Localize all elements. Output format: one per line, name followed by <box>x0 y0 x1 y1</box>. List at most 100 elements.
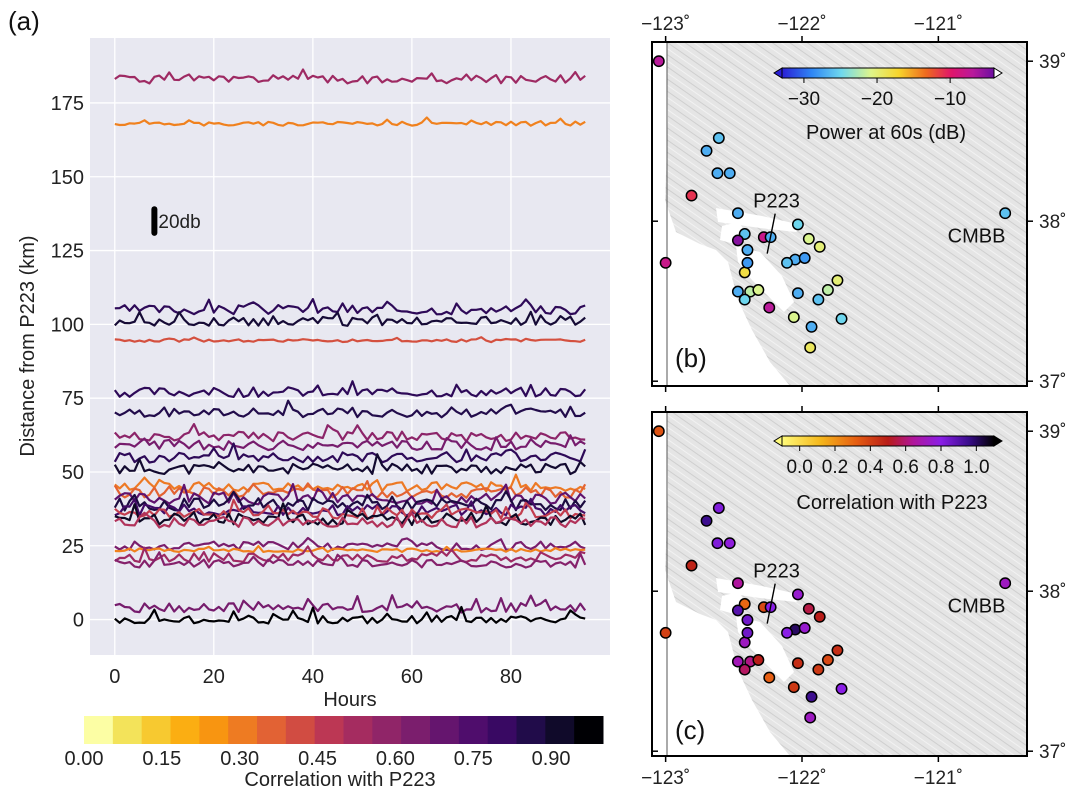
station-marker[interactable] <box>804 341 817 354</box>
series-line <box>114 536 586 551</box>
station-marker[interactable] <box>685 189 698 202</box>
colorbar-b-max-arrow <box>993 67 1003 79</box>
station-marker[interactable] <box>802 232 815 245</box>
panel-a-series-group <box>113 68 587 625</box>
station-marker[interactable] <box>731 577 744 590</box>
panel-a-scale-bar: 20db <box>151 206 201 236</box>
station-marker[interactable] <box>805 320 818 333</box>
y-tick-label: 100 <box>51 314 84 336</box>
lat-tick-label: 37˚ <box>1039 372 1066 393</box>
y-axis-label: Distance from P223 (km) <box>17 235 39 456</box>
station-marker[interactable] <box>821 654 834 666</box>
station-marker[interactable] <box>787 681 800 694</box>
station-marker[interactable] <box>731 234 744 247</box>
station-marker[interactable] <box>781 626 793 639</box>
series-line <box>114 483 586 506</box>
station-marker[interactable] <box>741 626 754 639</box>
station-marker[interactable] <box>791 588 804 601</box>
colorbar-c-label: Correlation with P223 <box>796 492 987 514</box>
series-line <box>114 68 586 85</box>
station-marker[interactable] <box>731 604 744 617</box>
station-marker[interactable] <box>723 537 736 550</box>
station-marker[interactable] <box>700 144 713 157</box>
colorbar-a-tick-label: 0.60 <box>376 748 415 770</box>
colorbar-tick-label: −10 <box>934 89 966 110</box>
station-marker[interactable] <box>763 301 776 314</box>
colorbar-tick-label: 0.2 <box>822 457 848 478</box>
station-marker[interactable] <box>835 682 848 695</box>
station-marker[interactable] <box>712 132 725 144</box>
station-marker[interactable] <box>738 266 751 279</box>
station-label-p223: P223 <box>753 561 800 583</box>
station-marker[interactable] <box>752 654 765 666</box>
station-marker[interactable] <box>821 284 834 296</box>
station-marker[interactable] <box>812 663 825 676</box>
station-marker[interactable] <box>711 537 724 550</box>
station-marker[interactable] <box>741 244 754 256</box>
station-marker[interactable] <box>652 425 665 438</box>
station-marker[interactable] <box>738 663 751 676</box>
station-marker[interactable] <box>831 274 844 287</box>
series-line <box>114 434 586 452</box>
station-marker[interactable] <box>999 207 1012 220</box>
station-marker[interactable] <box>791 287 804 300</box>
series-line <box>114 497 586 517</box>
station-marker[interactable] <box>791 218 804 231</box>
station-marker[interactable] <box>804 711 817 724</box>
station-marker[interactable] <box>711 167 724 180</box>
station-marker[interactable] <box>813 240 826 253</box>
station-marker[interactable] <box>798 622 811 634</box>
station-marker[interactable] <box>659 256 672 269</box>
station-marker[interactable] <box>798 252 811 264</box>
station-marker[interactable] <box>787 311 800 324</box>
panel-c-stations <box>652 425 1012 724</box>
station-marker[interactable] <box>731 655 744 668</box>
y-tick-label: 50 <box>62 462 84 484</box>
station-marker[interactable] <box>791 657 804 670</box>
station-marker[interactable] <box>752 284 765 296</box>
panel-c-frame <box>651 411 1028 757</box>
station-marker[interactable] <box>812 293 825 306</box>
lon-tick-label: −122˚ <box>777 14 826 35</box>
station-marker[interactable] <box>738 636 751 649</box>
station-marker[interactable] <box>741 256 754 269</box>
colorbar-a-swatch <box>458 716 489 744</box>
panel-c-label: (c) <box>675 715 705 745</box>
colorbar-a-tick-label: 0.30 <box>220 748 259 770</box>
colorbar-a-tick-label: 0.90 <box>532 748 571 770</box>
station-label-cmbb: CMBB <box>948 596 1006 618</box>
station-marker[interactable] <box>741 614 754 626</box>
panel-b-ticks: −123˚ −122˚ −121˚ 39˚ 38˚ 37˚ <box>641 14 1066 393</box>
lon-tick-label: −121˚ <box>914 14 963 35</box>
station-marker[interactable] <box>831 644 844 657</box>
series-line <box>114 310 586 327</box>
station-marker[interactable] <box>781 256 793 269</box>
colorbar-tick-label: −20 <box>861 89 893 110</box>
station-marker[interactable] <box>738 293 751 306</box>
station-marker[interactable] <box>731 285 744 298</box>
colorbar-a-tick-label: 0.75 <box>454 748 493 770</box>
x-tick-label: 60 <box>401 666 423 688</box>
station-marker[interactable] <box>659 626 672 639</box>
station-marker[interactable] <box>712 502 725 514</box>
station-marker[interactable] <box>723 167 736 180</box>
station-marker[interactable] <box>805 690 818 703</box>
panel-b-station-labels: P223 CMBB <box>753 191 1005 254</box>
colorbar-a-swatch <box>314 716 344 744</box>
panel-b-label: (b) <box>675 343 707 373</box>
station-marker[interactable] <box>700 514 713 527</box>
station-marker[interactable] <box>813 610 826 623</box>
station-marker[interactable] <box>999 577 1012 590</box>
station-marker[interactable] <box>652 55 665 68</box>
station-marker[interactable] <box>835 312 848 325</box>
colorbar-a-swatch <box>84 716 114 744</box>
station-marker[interactable] <box>802 602 815 615</box>
series-line <box>113 442 587 464</box>
x-tick-label: 40 <box>302 666 324 688</box>
panel-a-label: (a) <box>8 6 40 36</box>
station-marker[interactable] <box>763 671 776 684</box>
series-line <box>114 399 586 419</box>
station-marker[interactable] <box>685 559 698 572</box>
station-marker[interactable] <box>731 207 744 220</box>
